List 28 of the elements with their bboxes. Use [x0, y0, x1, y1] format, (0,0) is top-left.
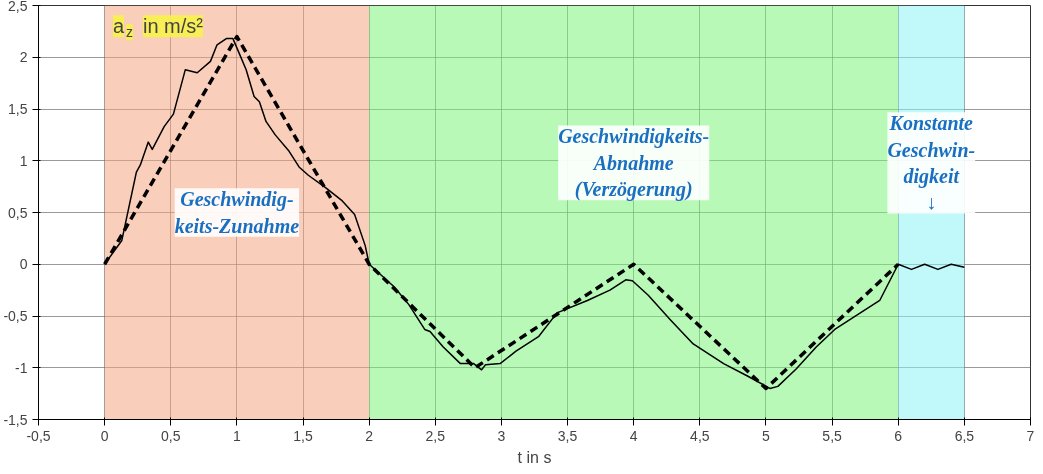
x-tick-label: 2,5: [425, 427, 446, 444]
band-label: Geschwindig- keits-Zunahme: [174, 188, 300, 237]
x-tick-label: 1,5: [293, 427, 313, 444]
x-tick-label: 7: [1026, 427, 1035, 444]
x-tick-label: 3,5: [557, 427, 578, 444]
x-tick-label: 0,5: [161, 427, 181, 444]
y-tick-label: 1,5: [8, 101, 28, 117]
band-label: Geschwindigkeits- Abnahme (Verzögerung): [558, 125, 710, 202]
x-tick-label: 3: [497, 427, 506, 444]
x-tick-label: 4: [629, 427, 638, 444]
x-tick-label: 0: [100, 427, 109, 444]
band-label: Konstante Geschwin- digkeit ↓: [887, 112, 976, 214]
x-tick-label: 6: [894, 427, 903, 444]
x-axis-title: t in s: [517, 448, 552, 466]
y-tick-label: 0: [19, 256, 28, 273]
x-tick-label: 5,5: [822, 427, 843, 444]
y-tick-label: 0,5: [8, 204, 28, 221]
y-tick-label: -1: [15, 359, 28, 376]
y-tick-label: 2: [19, 49, 28, 66]
y-tick-label: -0,5: [3, 308, 28, 324]
x-tick-label: 5: [762, 427, 771, 444]
x-tick-label: 4,5: [690, 427, 710, 444]
x-tick-label: 6,5: [954, 427, 975, 444]
x-tick-label: 1: [233, 427, 242, 444]
y-tick-label: -1,5: [3, 411, 28, 428]
y-tick-label: 2,5: [8, 0, 28, 14]
x-tick-label: 2: [365, 427, 374, 444]
y-tick-label: 1: [19, 152, 28, 169]
